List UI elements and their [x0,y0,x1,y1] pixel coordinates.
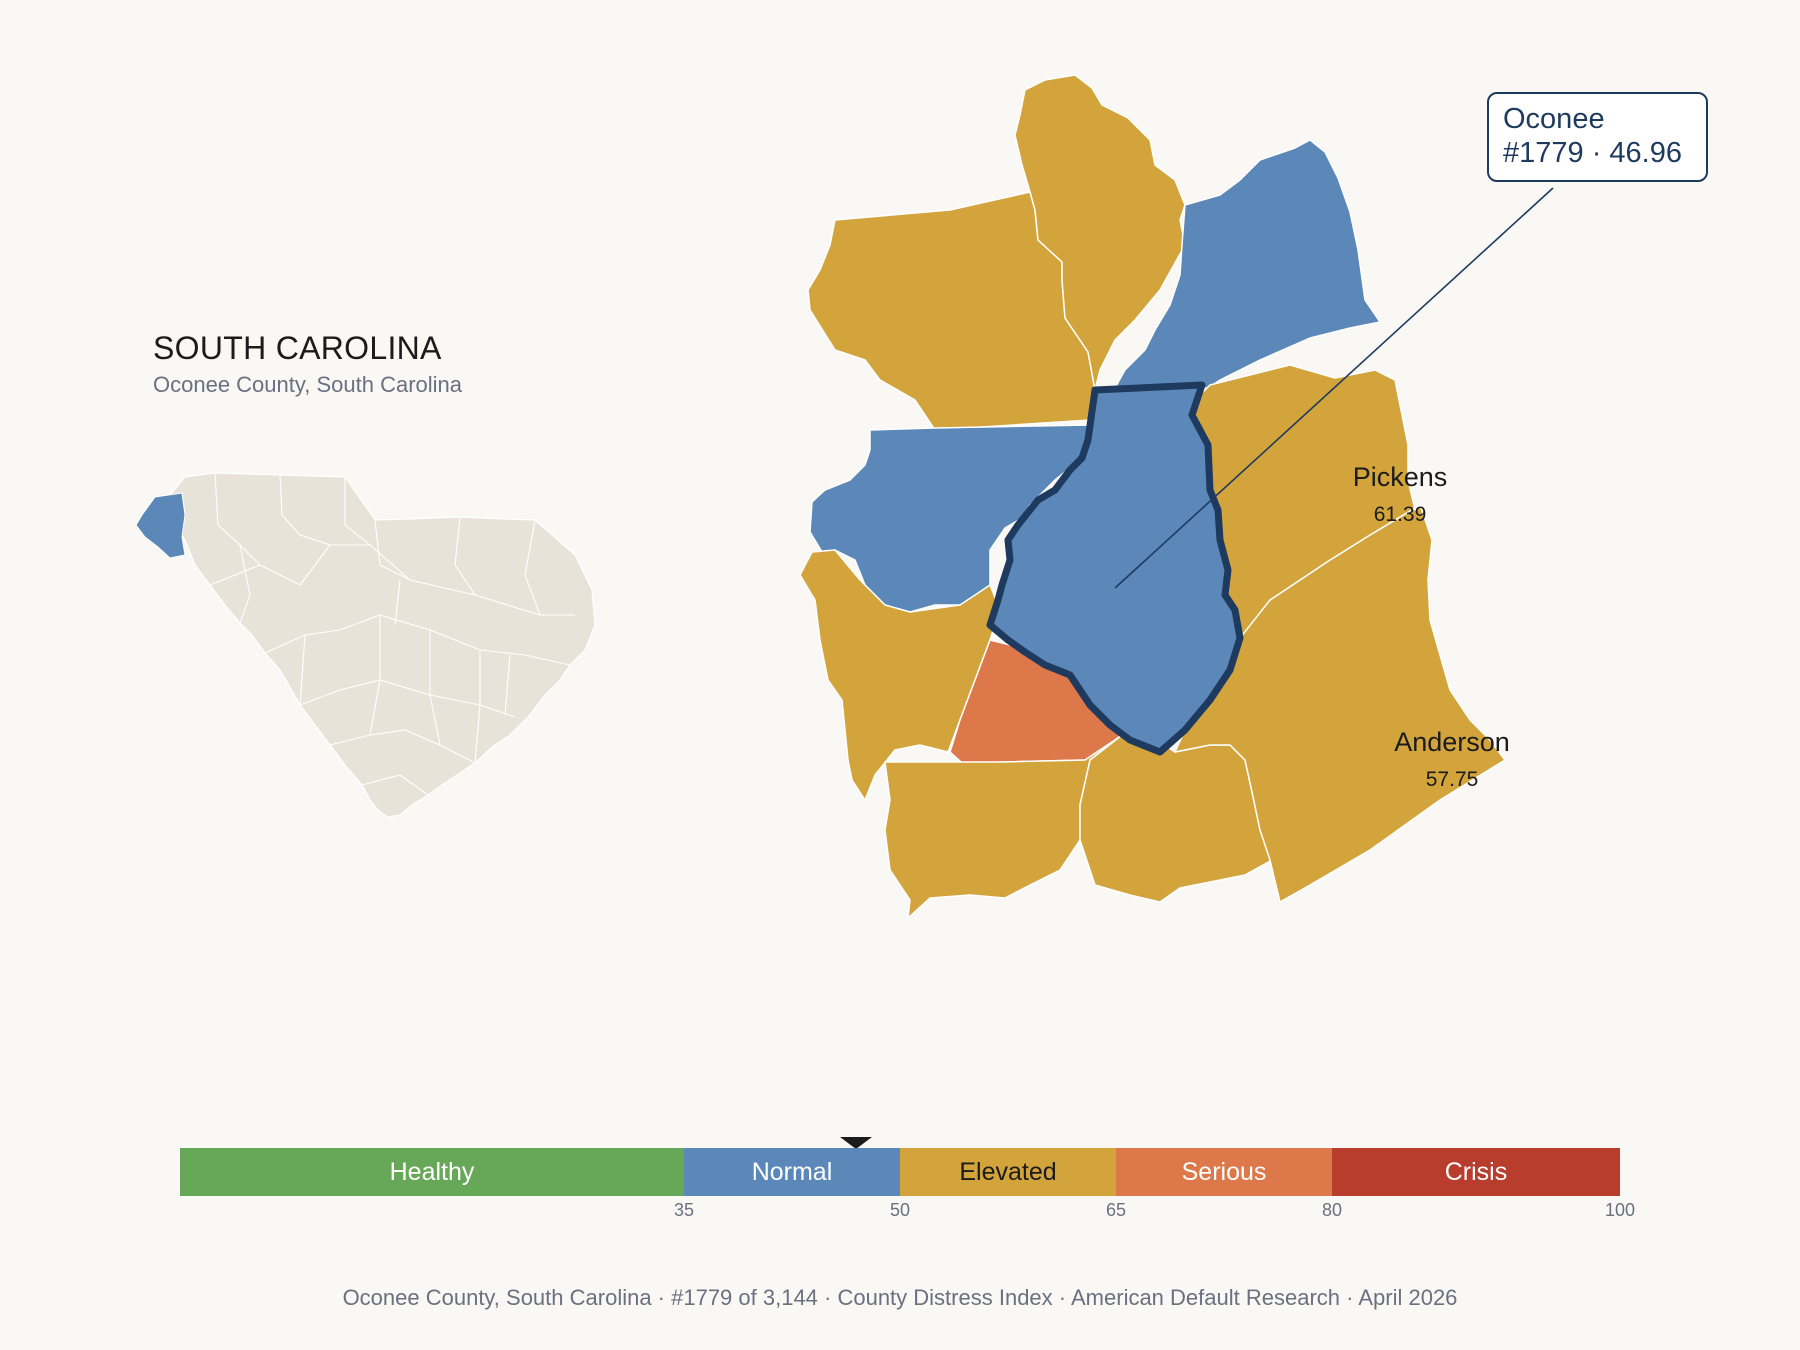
county-label-anderson: Anderson 57.75 [1394,727,1510,792]
state-title: SOUTH CAROLINA [153,330,442,366]
county-label-pickens: Pickens 61.39 [1353,462,1448,527]
minimap-focus-county [135,492,186,559]
county-nc-east [1114,139,1381,399]
legend-segment-healthy: Healthy [180,1148,684,1196]
legend-tick-label: 65 [1105,1200,1127,1220]
county-name: Anderson [1394,727,1510,757]
legend-tick-label: 100 [1604,1200,1636,1220]
county-anderson [1174,504,1506,903]
footer-credit: Oconee County, South Carolina · #1779 of… [342,1285,1458,1310]
distress-scale-legend: Healthy Normal Elevated Serious Crisis [180,1148,1620,1196]
state-subtitle: Oconee County, South Carolina [153,372,462,397]
legend-segment-normal: Normal [684,1148,900,1196]
callout-leader-line [1114,187,1554,589]
county-nc-north [1014,74,1186,391]
legend-segment-elevated: Elevated [900,1148,1116,1196]
score-marker-icon [840,1137,873,1149]
county-name: Pickens [1352,462,1448,492]
state-county-lines [209,472,575,796]
legend-tick-label: 80 [1321,1200,1343,1220]
county-value: 61.39 [1373,503,1427,526]
state-locator-map [135,472,596,818]
county-ga-west [799,549,1001,801]
county-oconee [986,381,1244,756]
state-outline [169,472,596,818]
legend-segment-crisis: Crisis [1332,1148,1620,1196]
legend-tick-label: 50 [889,1200,911,1220]
callout-county-name: Oconee [1503,103,1605,135]
legend-tick-label: 35 [673,1200,695,1220]
regional-county-map [799,74,1554,919]
county-value: 57.75 [1425,768,1479,791]
callout-rank-value: #1779 · 46.96 [1503,137,1682,169]
legend-segment-serious: Serious [1116,1148,1332,1196]
focus-county-callout: Oconee #1779 · 46.96 [1487,92,1708,182]
